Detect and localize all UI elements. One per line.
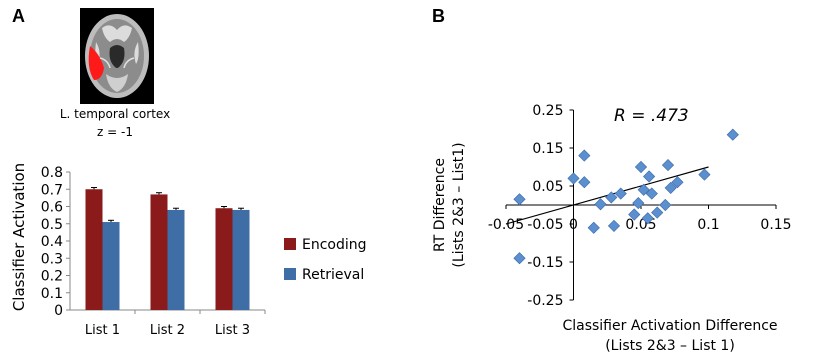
bar-x-tick-label: List 3 [215,323,250,338]
scatter-chart: 0.250.150.05-0.05-0.15-0.25-0.05 0 0.05 0.1… [432,103,792,354]
scatter-point [594,198,607,211]
bar-y-tick-label: 0.8 [41,165,63,181]
brain-caption-slice: z = -1 [97,125,133,139]
brain-slice-drawing [85,14,149,98]
brain-highlight-region [88,46,104,80]
bar-retrieval [167,209,185,310]
scatter-point [671,176,684,189]
brain-caption-region: L. temporal cortex [59,107,171,121]
scatter-y-tick-label: 0.05 [532,179,563,195]
bar-encoding [85,189,103,310]
bar-y-tick-label: 0 [54,303,63,319]
scatter-point [567,172,580,185]
scatter-point [513,252,526,265]
scatter-y-tick-label: -0.05 [527,217,563,233]
scatter-point [651,206,664,219]
bar-chart: 00.10.2 0.30.40.50.6 0.70.8 List 1 List 2 Lis… [10,163,367,338]
scatter-point [726,128,739,141]
scatter-point [607,219,621,232]
legend-label-encoding: Encoding [302,237,367,253]
correlation-annotation: R = .473 [614,106,689,126]
bar-retrieval [102,222,120,310]
bar-encoding [150,194,168,310]
bar-retrieval [232,209,250,310]
bar-y-tick-label: 0.6 [41,200,63,216]
scatter-point [659,198,672,212]
bar-y-tick-label: 0.4 [41,234,63,250]
scatter-point [578,176,591,189]
bar-y-tick-label: 0.2 [41,269,63,285]
scatter-point [661,159,675,172]
bar-y-tick-label: 0.5 [41,217,63,233]
bar-y-tick-label: 0.3 [41,251,63,267]
scatter-x-tick-label: -0.05 [488,217,524,233]
scatter-point [605,191,618,204]
scatter-point [698,168,711,181]
bar-y-tick-label: 0.7 [41,182,63,198]
scatter-point [578,149,591,162]
scatter-point [641,212,654,225]
scatter-y-tick-label: -0.15 [527,255,563,271]
scatter-point [628,208,641,221]
scatter-x-axis-label-1: Classifier Activation Difference [562,318,777,334]
scatter-y-tick-label: -0.25 [527,293,563,309]
scatter-x-tick-label: 0.15 [760,217,791,233]
bar-x-tick-label: List 2 [150,323,185,338]
scatter-y-axis-label-1: RT Difference [432,158,448,252]
scatter-point [587,221,600,234]
bar-x-tick-label: List 1 [85,323,120,338]
scatter-point [664,181,677,194]
scatter-x-tick-label: 0 [569,217,578,233]
scatter-x-axis-label-2: (Lists 2&3 – List 1) [605,338,735,354]
panel-a-label: A [12,6,25,26]
scatter-y-axis-label-2: (Lists 2&3 – List1) [451,142,467,267]
legend-label-retrieval: Retrieval [302,267,364,283]
scatter-point [513,193,526,206]
scatter-point [614,187,627,200]
bar-y-tick-label: 0.1 [41,286,63,302]
panel-b-label: B [432,6,445,26]
bar-encoding [215,208,233,310]
legend-swatch-encoding [284,238,296,250]
legend-swatch-retrieval [284,268,296,280]
scatter-y-tick-label: 0.25 [532,103,563,119]
scatter-point [645,187,658,200]
bar-y-axis-label: Classifier Activation [10,163,28,311]
scatter-point [643,170,656,183]
scatter-point [634,160,648,174]
scatter-y-tick-label: 0.15 [532,141,563,157]
scatter-point [637,183,650,196]
brain-slice-image [80,8,154,104]
scatter-x-tick-label: 0.1 [697,217,719,233]
scatter-point [632,197,645,210]
